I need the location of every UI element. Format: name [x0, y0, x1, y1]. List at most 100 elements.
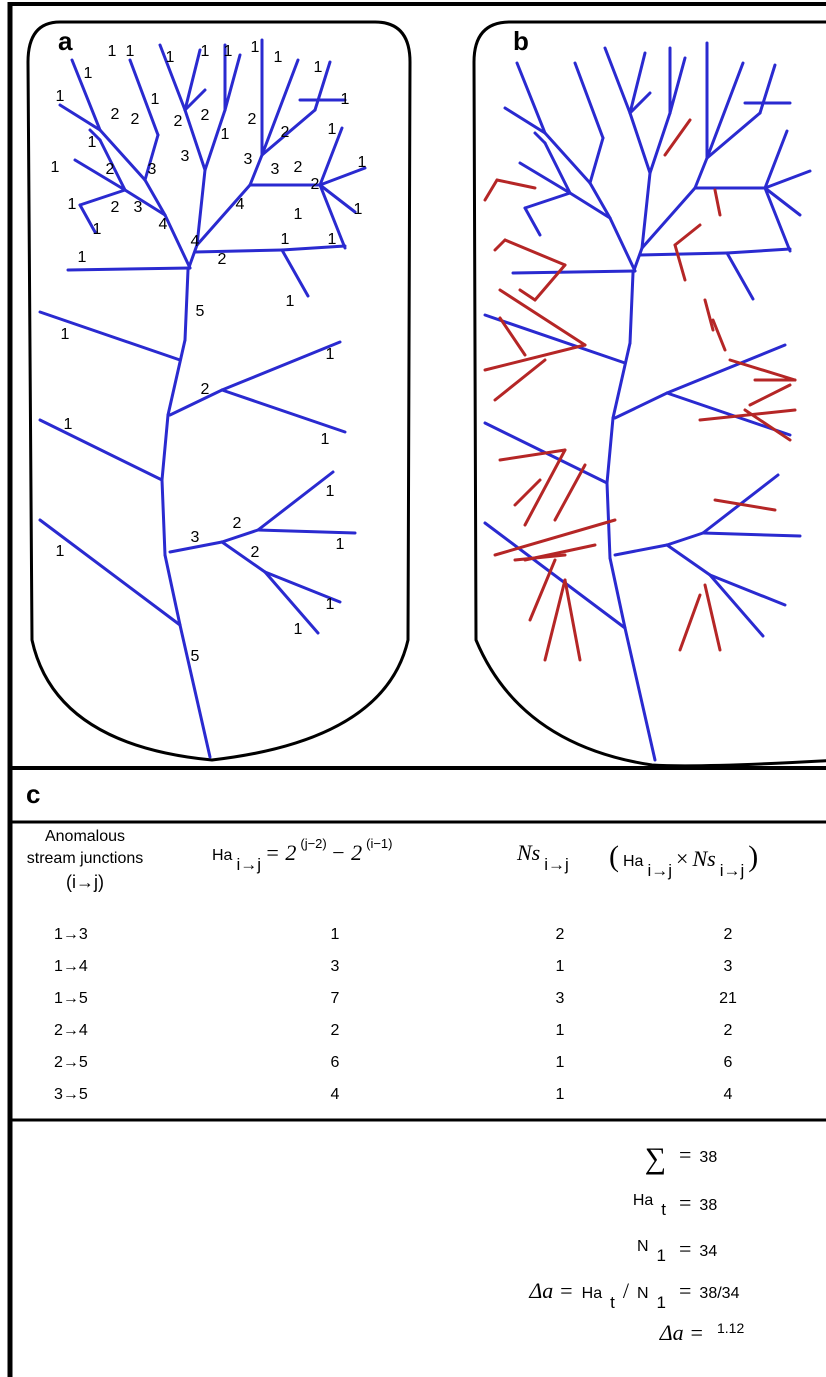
anomalous-segment	[675, 225, 700, 245]
table-cell: 2	[688, 1022, 768, 1040]
table-cell: 2	[295, 1022, 375, 1040]
order-label: 1	[328, 231, 337, 248]
stream-segment	[625, 628, 655, 760]
stream-segment	[605, 48, 630, 113]
page: a b c 1111111111221222111213323321121234…	[0, 0, 826, 1377]
anomalous-segment	[745, 410, 790, 440]
anomalous-segment	[495, 520, 615, 555]
order-label: 2	[131, 111, 140, 128]
header-text: stream junctions	[0, 850, 170, 868]
stream-segment	[640, 253, 727, 255]
anomalous-segment	[730, 360, 795, 380]
table-cell: 7	[295, 990, 375, 1008]
formula-part: i→j	[236, 855, 261, 874]
stream-segment	[525, 193, 570, 208]
stream-segment	[525, 208, 540, 235]
order-label: 1	[221, 126, 230, 143]
stream-segment	[282, 250, 308, 296]
summary-part: Δa =	[660, 1320, 704, 1345]
order-label: 1	[341, 91, 350, 108]
order-label: 4	[159, 216, 168, 233]
stream-segment	[162, 415, 168, 480]
table-cell: 3	[295, 958, 375, 976]
order-label: 1	[326, 346, 335, 363]
stream-segment	[727, 253, 753, 299]
order-label: 1	[84, 65, 93, 82]
stream-segment	[68, 268, 190, 270]
order-label: 1	[294, 206, 303, 223]
formula-part: ×	[676, 846, 688, 871]
order-label: 3	[244, 151, 253, 168]
formula-part: (i−1)	[366, 836, 392, 851]
order-label: 2	[251, 544, 260, 561]
table-cell: 1	[520, 1054, 600, 1072]
stream-segment	[170, 390, 222, 415]
summary-right: =34	[675, 1236, 721, 1262]
stream-segment	[222, 342, 340, 390]
summary-left: Hat	[0, 1190, 670, 1210]
order-label: 1	[78, 249, 87, 266]
anomalous-segment	[497, 180, 535, 188]
anomalous-segment	[545, 580, 565, 660]
table-cell: 1	[520, 958, 600, 976]
stream-segment	[40, 520, 180, 625]
order-label: 3	[148, 161, 157, 178]
table-cell: 2→5	[54, 1054, 134, 1072]
order-label: 3	[134, 199, 143, 216]
formula-part: Ha	[212, 847, 232, 864]
order-label: 3	[271, 161, 280, 178]
order-label: 1	[281, 231, 290, 248]
order-label: 1	[201, 43, 210, 60]
stream-segment	[650, 113, 670, 173]
stream-segment	[258, 472, 333, 530]
anomalous-segment	[750, 385, 790, 405]
formula-part: i→j	[544, 855, 569, 874]
order-label: 2	[111, 199, 120, 216]
order-label: 1	[61, 326, 70, 343]
summary-left: Δa =	[0, 1320, 708, 1346]
order-label: 1	[314, 59, 323, 76]
stream-segment	[222, 390, 345, 432]
summary-part: t	[610, 1293, 615, 1312]
panel-label: a	[58, 26, 73, 56]
formula-part: )	[748, 840, 758, 873]
stream-segment	[703, 533, 800, 536]
summary-part: =	[679, 1190, 691, 1215]
table-cell: 1	[295, 926, 375, 944]
order-label: 2	[233, 515, 242, 532]
order-label: 1	[51, 159, 60, 176]
anomalous-segment	[665, 120, 690, 155]
anomalous-segment	[530, 560, 555, 620]
order-label: 2	[106, 161, 115, 178]
order-label: 1	[108, 43, 117, 60]
summary-part: 38/34	[699, 1285, 739, 1302]
stream-segment	[185, 270, 188, 340]
order-label: 1	[166, 49, 175, 66]
summary-right: 1.12	[713, 1320, 748, 1336]
summary-part: N	[637, 1238, 649, 1255]
order-label: 1	[321, 431, 330, 448]
order-label: 2	[248, 111, 257, 128]
formula-part: Ha	[623, 853, 643, 870]
order-label: 1	[294, 621, 303, 638]
panel-label: b	[513, 26, 529, 56]
order-label: 3	[191, 529, 200, 546]
order-label: 1	[151, 91, 160, 108]
order-label: 5	[191, 648, 200, 665]
table-cell: 1	[520, 1086, 600, 1104]
anomalous-segment	[520, 290, 535, 300]
order-label: 1	[326, 483, 335, 500]
stream-segment	[727, 249, 790, 253]
table-cell: 1→4	[54, 958, 134, 976]
order-label: 5	[196, 303, 205, 320]
stream-segment	[575, 63, 603, 138]
order-label: 2	[174, 113, 183, 130]
order-label: 2	[311, 176, 320, 193]
summary-part: 1	[657, 1246, 666, 1265]
table-cell: 4	[688, 1086, 768, 1104]
stream-segment	[485, 315, 625, 363]
summary-part: Ha	[582, 1285, 602, 1302]
table-cell: 2→4	[54, 1022, 134, 1040]
